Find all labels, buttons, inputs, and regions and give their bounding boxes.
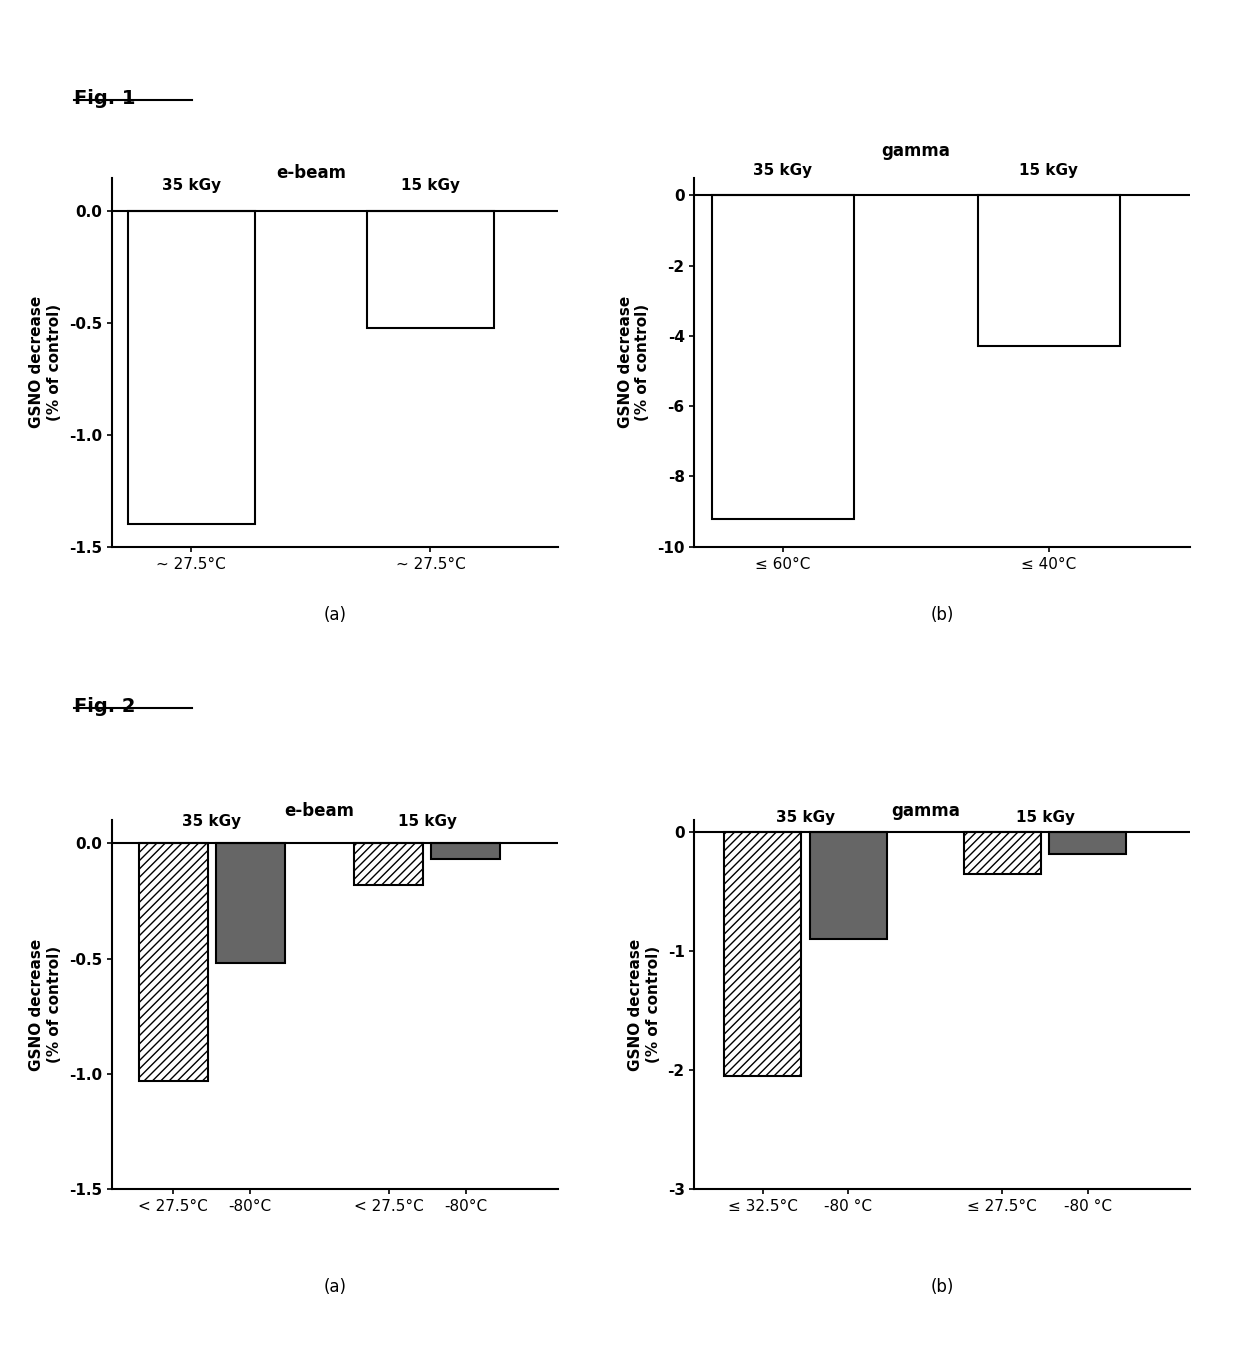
Text: gamma: gamma: [882, 142, 950, 160]
Bar: [216, 843, 285, 964]
Text: Fig. 1: Fig. 1: [74, 89, 136, 108]
Y-axis label: GSNO decrease
(% of control): GSNO decrease (% of control): [30, 939, 62, 1070]
Bar: [128, 212, 255, 525]
Text: 15 kGy: 15 kGy: [401, 178, 460, 193]
Text: 35 kGy: 35 kGy: [161, 178, 221, 193]
Text: 35 kGy: 35 kGy: [776, 811, 835, 824]
Bar: [355, 843, 423, 884]
Text: gamma: gamma: [890, 802, 960, 820]
Text: (a): (a): [324, 1278, 346, 1296]
Text: e-beam: e-beam: [275, 164, 346, 182]
Text: 15 kGy: 15 kGy: [1019, 163, 1079, 178]
Text: 35 kGy: 35 kGy: [754, 163, 812, 178]
Text: e-beam: e-beam: [284, 802, 355, 820]
Text: 15 kGy: 15 kGy: [1016, 811, 1075, 824]
Y-axis label: GSNO decrease
(% of control): GSNO decrease (% of control): [30, 297, 62, 428]
Bar: [724, 833, 801, 1076]
Text: (a): (a): [324, 606, 346, 623]
Y-axis label: GSNO decrease
(% of control): GSNO decrease (% of control): [618, 297, 650, 428]
Bar: [963, 833, 1040, 874]
Bar: [367, 212, 495, 328]
Text: (b): (b): [931, 1278, 954, 1296]
Text: (b): (b): [931, 606, 954, 623]
Bar: [978, 195, 1120, 346]
Text: Fig. 2: Fig. 2: [74, 697, 136, 716]
Y-axis label: GSNO decrease
(% of control): GSNO decrease (% of control): [629, 939, 661, 1070]
Bar: [139, 843, 208, 1081]
Bar: [1049, 833, 1126, 853]
Bar: [810, 833, 887, 939]
Text: 15 kGy: 15 kGy: [398, 815, 456, 830]
Bar: [712, 195, 854, 518]
Bar: [432, 843, 500, 860]
Text: 35 kGy: 35 kGy: [182, 815, 242, 830]
